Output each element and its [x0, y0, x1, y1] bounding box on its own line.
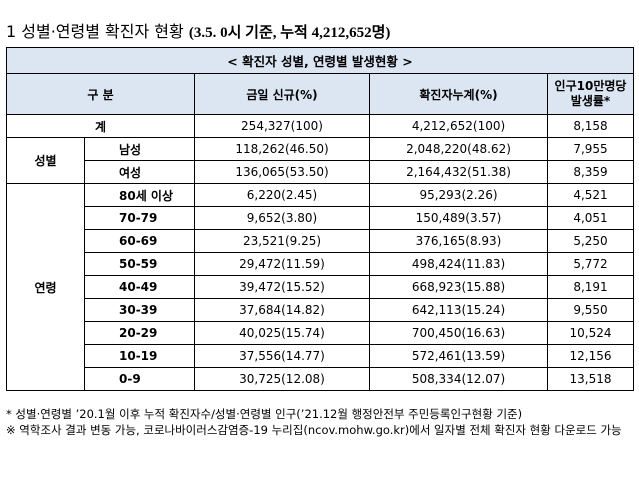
row-label: 0-9 — [84, 367, 195, 391]
section-number: 1 — [6, 22, 17, 41]
header-rate-line1: 인구10만명당 — [554, 79, 627, 93]
cases-table: < 확진자 성별, 연령별 발생현황 > 구 분 금일 신규(%) 확진자누계(… — [5, 47, 635, 391]
table-banner: < 확진자 성별, 연령별 발생현황 > — [5, 47, 635, 74]
cell-rate: 7,955 — [546, 137, 635, 161]
table-row: 60-69 23,521(9.25) 376,165(8.93) 5,250 — [7, 229, 635, 253]
group-label-age: 연령 — [6, 183, 85, 391]
cell-new: 30,725(12.08) — [194, 367, 370, 391]
cell-new: 136,065(53.50) — [194, 160, 370, 184]
row-label: 10-19 — [84, 344, 195, 368]
row-label: 30-39 — [84, 298, 195, 322]
cell-rate: 12,156 — [546, 344, 635, 368]
cell-new: 29,472(11.59) — [194, 252, 370, 276]
cell-new: 23,521(9.25) — [194, 229, 370, 253]
cell-cumulative: 508,334(12.07) — [369, 367, 548, 391]
header-new-cases: 금일 신규(%) — [194, 73, 370, 115]
footnote-rate-definition: * 성별·연령별 ’20.1월 이후 누적 확진자수/성별·연령별 인구(’21… — [6, 407, 523, 421]
table-row: 10-19 37,556(14.77) 572,461(13.59) 12,15… — [7, 344, 635, 368]
table-row: 0-9 30,725(12.08) 508,334(12.07) 13,518 — [7, 367, 635, 391]
cell-new: 118,262(46.50) — [194, 137, 370, 161]
cell-new: 37,556(14.77) — [194, 344, 370, 368]
cell-cumulative: 95,293(2.26) — [369, 183, 548, 207]
cell-rate: 4,051 — [546, 206, 635, 230]
table-row: 여성 136,065(53.50) 2,164,432(51.38) 8,359 — [7, 160, 635, 184]
table-row: 성별 남성 118,262(46.50) 2,048,220(48.62) 7,… — [6, 137, 635, 184]
row-label: 60-69 — [84, 229, 195, 253]
cell-cumulative: 2,048,220(48.62) — [369, 137, 548, 161]
header-cumulative: 확진자누계(%) — [369, 73, 548, 115]
cell-new: 39,472(15.52) — [194, 275, 370, 299]
table-row: 20-29 40,025(15.74) 700,450(16.63) 10,52… — [7, 321, 635, 345]
cell-cumulative: 2,164,432(51.38) — [369, 160, 548, 184]
table-row: 40-49 39,472(15.52) 668,923(15.88) 8,191 — [7, 275, 635, 299]
section-title: 성별·연령별 확진자 현황 — [21, 22, 184, 41]
table-row: 50-59 29,472(11.59) 498,424(11.83) 5,772 — [7, 252, 635, 276]
row-label: 여성 — [84, 160, 195, 184]
cell-new: 254,327(100) — [194, 114, 370, 138]
cell-cumulative: 4,212,652(100) — [369, 114, 548, 138]
table-row: 70-79 9,652(3.80) 150,489(3.57) 4,051 — [7, 206, 635, 230]
cell-cumulative: 642,113(15.24) — [369, 298, 548, 322]
row-label: 40-49 — [84, 275, 195, 299]
row-label: 80세 이상 — [84, 183, 195, 207]
cell-cumulative: 150,489(3.57) — [369, 206, 548, 230]
cell-rate: 4,521 — [546, 183, 635, 207]
table-row-total: 계 254,327(100) 4,212,652(100) 8,158 — [6, 114, 635, 138]
cell-cumulative: 376,165(8.93) — [369, 229, 548, 253]
cell-rate: 8,158 — [546, 114, 635, 138]
cell-rate: 9,550 — [546, 298, 635, 322]
cell-cumulative: 498,424(11.83) — [369, 252, 548, 276]
header-rate-line2: 발생률* — [570, 94, 611, 108]
row-label: 계 — [6, 114, 195, 138]
row-label: 20-29 — [84, 321, 195, 345]
group-label-sex: 성별 — [6, 137, 85, 184]
footnotes: * 성별·연령별 ’20.1월 이후 누적 확진자수/성별·연령별 인구(’21… — [6, 406, 633, 438]
cell-cumulative: 572,461(13.59) — [369, 344, 548, 368]
section-heading: 1 성별·연령별 확진자 현황 (3.5. 0시 기준, 누적 4,212,65… — [6, 19, 636, 45]
cell-cumulative: 700,450(16.63) — [369, 321, 548, 345]
cell-rate: 8,359 — [546, 160, 635, 184]
header-rate: 인구10만명당 발생률* — [546, 73, 635, 115]
footnote-download-info: ※ 역학조사 결과 변동 가능, 코로나바이러스감염증-19 누리집(ncov.… — [6, 423, 622, 437]
cell-new: 37,684(14.82) — [194, 298, 370, 322]
cell-cumulative: 668,923(15.88) — [369, 275, 548, 299]
header-category: 구 분 — [6, 73, 195, 115]
cell-rate: 8,191 — [546, 275, 635, 299]
cell-rate: 13,518 — [546, 367, 635, 391]
cell-rate: 5,250 — [546, 229, 635, 253]
row-label: 남성 — [84, 137, 195, 161]
cell-rate: 10,524 — [546, 321, 635, 345]
row-label: 70-79 — [84, 206, 195, 230]
cell-rate: 5,772 — [546, 252, 635, 276]
row-label: 50-59 — [84, 252, 195, 276]
cell-new: 40,025(15.74) — [194, 321, 370, 345]
table-row: 연령 80세 이상 6,220(2.45) 95,293(2.26) 4,521 — [6, 183, 635, 391]
cell-new: 9,652(3.80) — [194, 206, 370, 230]
table-row: 30-39 37,684(14.82) 642,113(15.24) 9,550 — [7, 298, 635, 322]
cell-new: 6,220(2.45) — [194, 183, 370, 207]
section-subtitle: (3.5. 0시 기준, 누적 4,212,652명) — [188, 25, 391, 41]
